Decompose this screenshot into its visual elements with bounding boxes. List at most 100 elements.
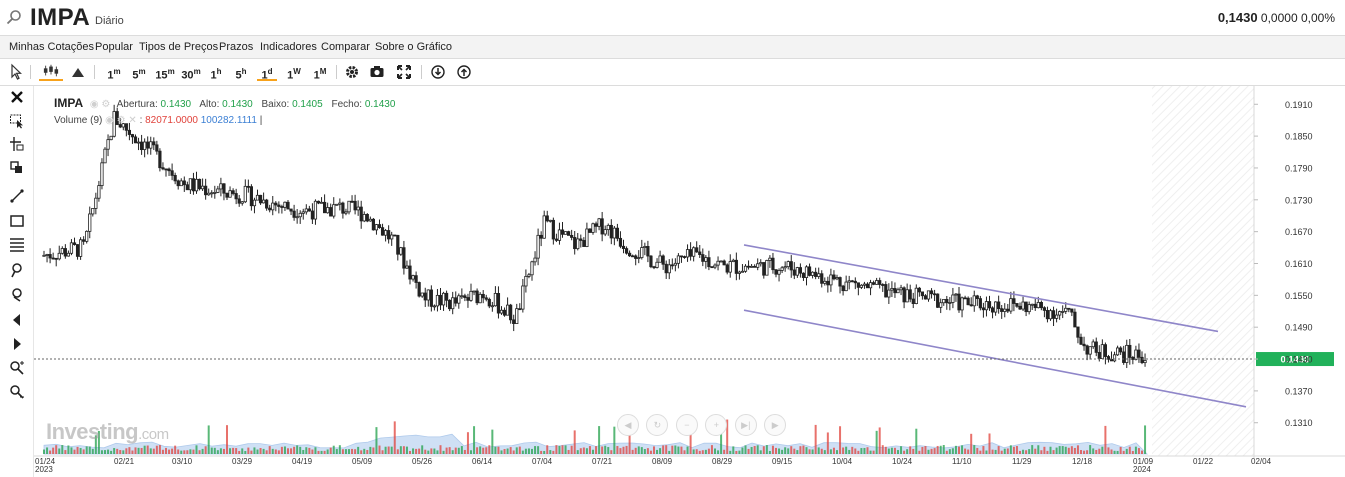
- menu-indicators[interactable]: Indicadores: [260, 41, 317, 53]
- candle-body: [469, 290, 473, 301]
- watermark-domain: .com: [138, 426, 169, 443]
- candle-body: [326, 207, 330, 214]
- interval-1m[interactable]: 1m: [104, 63, 124, 82]
- volume-bar: [61, 445, 64, 454]
- candle-body: [399, 247, 403, 255]
- volume-bar: [110, 450, 113, 454]
- volume-eye-icon[interactable]: ◉ ⚙ ✕: [105, 115, 137, 126]
- eye-icon[interactable]: ◉ ⚙: [89, 99, 111, 110]
- zoom-in-icon[interactable]: +: [705, 414, 728, 436]
- trendline-tool-icon[interactable]: [9, 188, 25, 204]
- reset-icon[interactable]: ↻: [646, 414, 669, 436]
- volume-bar: [747, 448, 750, 454]
- go-end-icon[interactable]: ▶|: [734, 414, 757, 436]
- zoom-out-icon[interactable]: −: [675, 414, 698, 436]
- scroll-left-icon[interactable]: ◀: [617, 414, 639, 436]
- volume-bar: [277, 450, 280, 454]
- fullscreen-icon[interactable]: [396, 63, 412, 81]
- volume-bar: [1086, 450, 1089, 454]
- price-chart[interactable]: 0.1430 0.19100.18500.17900.17300.16700.1…: [34, 86, 1345, 477]
- volume-bar: [338, 445, 341, 454]
- candle-body: [960, 297, 964, 311]
- volume-bar: [67, 445, 70, 454]
- candle-body: [383, 230, 388, 236]
- candlestick-chart-icon[interactable]: [39, 63, 63, 81]
- candle-body: [85, 230, 89, 242]
- y-tick-label: 0.1730: [1285, 195, 1313, 205]
- volume-bar: [1070, 446, 1073, 454]
- interval-unit: m: [167, 67, 175, 76]
- volume-bar: [546, 445, 549, 454]
- arrow-left-tool-icon[interactable]: [9, 312, 25, 328]
- cursor-select-icon[interactable]: [9, 113, 25, 129]
- candle-body: [557, 229, 562, 241]
- menu-popular[interactable]: Popular: [95, 41, 133, 53]
- volume-bar: [680, 446, 683, 454]
- volume-bar: [1107, 447, 1110, 454]
- rectangle-tool-icon[interactable]: [9, 213, 25, 229]
- chart-area[interactable]: 0.1430 0.1910 0.1850 0.1790 0.1730 0.1670 0.1…: [34, 86, 1345, 477]
- volume-bar: [775, 447, 777, 454]
- menu-compare[interactable]: Comparar: [321, 41, 370, 53]
- zoom-in-tool-icon[interactable]: [9, 360, 25, 376]
- candle-body: [939, 302, 943, 308]
- arrow-right-tool-icon[interactable]: [9, 336, 25, 352]
- volume-bar: [555, 445, 558, 454]
- candle-body: [261, 199, 266, 204]
- interval-5h[interactable]: 5h: [232, 63, 250, 82]
- volume-bar: [448, 447, 451, 454]
- interval-30m[interactable]: 30m: [179, 63, 203, 82]
- candle-body: [307, 208, 311, 212]
- candle-body: [893, 288, 897, 294]
- x-tick-label: 03/29: [232, 457, 253, 466]
- interval-1M[interactable]: 1M: [310, 63, 330, 82]
- volume-bar: [341, 449, 344, 454]
- interval-1h[interactable]: 1h: [207, 63, 225, 82]
- download-cloud-icon[interactable]: [430, 63, 446, 81]
- volume-bar: [1141, 450, 1143, 454]
- interval-15m[interactable]: 15m: [153, 63, 177, 82]
- brush-tool-icon[interactable]: [9, 262, 25, 278]
- candle-body: [173, 174, 177, 182]
- volume-bar: [317, 450, 320, 454]
- search-icon[interactable]: [6, 9, 22, 25]
- zoom-out-tool-icon[interactable]: [9, 384, 25, 400]
- legend-high-label: Alto:: [199, 99, 220, 110]
- volume-bar: [1104, 425, 1107, 454]
- cursor-icon[interactable]: [9, 63, 23, 81]
- interval-5m[interactable]: 5m: [129, 63, 149, 82]
- menu-about-chart[interactable]: Sobre o Gráfico: [375, 41, 453, 53]
- close-icon[interactable]: [9, 89, 25, 105]
- volume-bar: [1128, 446, 1131, 454]
- volume-bar: [582, 447, 585, 454]
- candle-body: [60, 248, 64, 254]
- volume-bar: [268, 446, 271, 454]
- menu-my-quotes[interactable]: Minhas Cotações: [9, 41, 94, 53]
- settings-gear-icon[interactable]: [344, 63, 360, 81]
- menu-price-types[interactable]: Tipos de Preços: [139, 41, 219, 53]
- candle-body: [289, 208, 293, 212]
- candle-body: [807, 266, 812, 276]
- fibonacci-tool-icon[interactable]: [9, 236, 25, 252]
- camera-icon[interactable]: [369, 63, 385, 81]
- scroll-right-icon[interactable]: ▶: [764, 414, 787, 436]
- volume-bar: [912, 448, 915, 454]
- crosshair-tool-icon[interactable]: [9, 136, 25, 152]
- interval-1w[interactable]: 1W: [284, 63, 304, 82]
- clone-tool-icon[interactable]: [9, 160, 25, 176]
- area-chart-icon[interactable]: [70, 63, 86, 81]
- candle-body: [143, 141, 147, 151]
- candle-body: [97, 185, 101, 199]
- upload-cloud-icon[interactable]: [456, 63, 472, 81]
- magnet-tool-icon[interactable]: [9, 287, 25, 303]
- candle-body: [579, 238, 583, 241]
- menu-timeframes[interactable]: Prazos: [219, 41, 254, 53]
- volume-bar: [1006, 448, 1009, 454]
- candle-body: [746, 265, 751, 268]
- candle-body: [481, 293, 485, 299]
- candle-body: [118, 124, 122, 128]
- volume-bar: [113, 448, 116, 454]
- candle-body: [954, 293, 958, 296]
- interval-1d[interactable]: 1d: [257, 63, 277, 82]
- candle-body: [271, 202, 275, 211]
